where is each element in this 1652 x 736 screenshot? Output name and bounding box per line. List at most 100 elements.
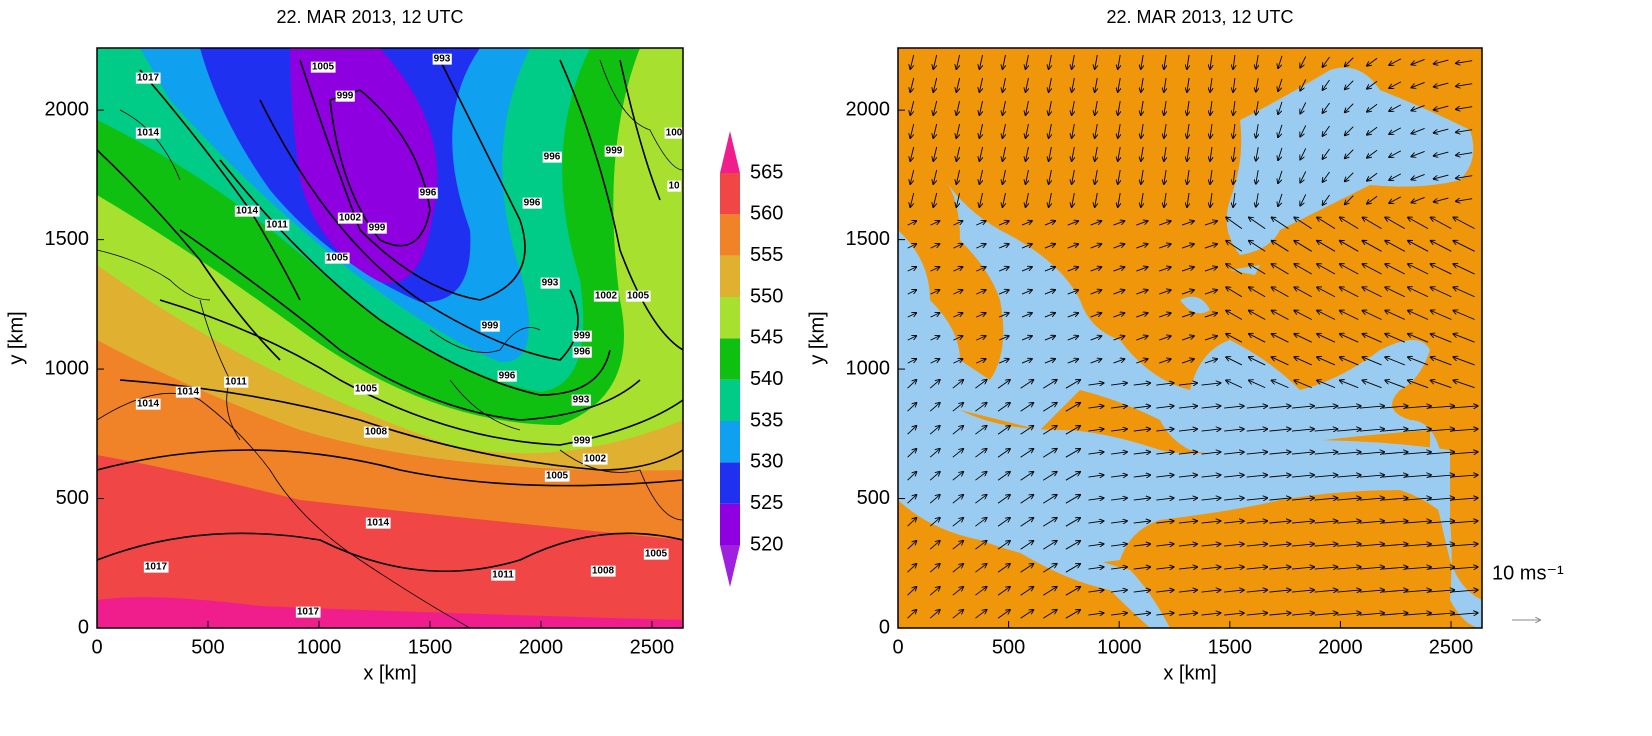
wind-vector (1405, 590, 1431, 592)
contour-label: 1011 (492, 570, 514, 581)
wind-vector (1427, 613, 1455, 615)
wind-vector (1246, 590, 1267, 592)
wind-vector (997, 403, 1010, 412)
wind-vector (1003, 146, 1006, 161)
plot-frame (96, 47, 684, 629)
wind-vector (1291, 475, 1314, 477)
wind-vector (1408, 264, 1429, 275)
wind-vector (1118, 100, 1120, 115)
wind-vector (1246, 544, 1267, 546)
wind-vector (1113, 221, 1124, 226)
wind-vector (1003, 123, 1006, 138)
wind-vector (1072, 123, 1075, 138)
wind-vector (1003, 54, 1006, 69)
coastline (599, 59, 683, 171)
wind-vector (953, 267, 962, 272)
wind-vector (1385, 334, 1405, 343)
wind-vector (1026, 77, 1029, 92)
wind-vector (1159, 244, 1171, 249)
wind-vector (1314, 475, 1338, 477)
colorbar-box (720, 214, 740, 256)
contour-label: 10 (668, 181, 680, 192)
wind-vector (1233, 146, 1235, 161)
wind-vector (998, 290, 1009, 295)
contour-label: 1014 (367, 518, 390, 529)
contour-label-box (265, 219, 290, 231)
wind-vector (1294, 334, 1312, 343)
wind-vector (1453, 287, 1475, 298)
wind-vector (976, 221, 985, 226)
vector-key-label: 10 ms⁻¹ (1492, 562, 1564, 584)
wind-vector (1314, 521, 1338, 523)
wind-vector (1187, 146, 1189, 161)
wind-vector (1111, 498, 1127, 500)
contour-line (329, 89, 431, 247)
wind-vector (975, 380, 986, 389)
wind-vector (1340, 217, 1359, 229)
wind-vector (1345, 80, 1354, 90)
wind-vector (998, 359, 1009, 364)
wind-vector (1385, 264, 1406, 275)
y-axis-label: y [km] (5, 311, 27, 364)
contour-label-box (593, 290, 619, 302)
wind-vector (1278, 78, 1283, 91)
wind-vector (1043, 495, 1057, 504)
contour-label-box (353, 383, 379, 395)
wind-vector (1049, 77, 1052, 92)
wind-vector (1337, 475, 1361, 477)
wind-vector (1026, 169, 1029, 184)
wind-vector (1043, 587, 1057, 596)
wind-vector (1088, 383, 1103, 385)
wind-vector (1256, 193, 1258, 207)
wind-vector (929, 426, 940, 435)
wind-vector (1300, 125, 1307, 136)
wind-vector (1411, 128, 1425, 133)
wind-vector (1431, 311, 1452, 320)
wind-vector (975, 426, 986, 435)
wind-vector (1020, 610, 1034, 619)
contour-label: 993 (434, 54, 451, 65)
wind-vector (1405, 452, 1431, 454)
wind-vector (1340, 380, 1359, 389)
wind-vector (952, 426, 963, 435)
wind-vector (1427, 475, 1455, 477)
wind-vector (1367, 149, 1378, 157)
wind-vector (1453, 380, 1475, 389)
wind-vector (1178, 590, 1197, 592)
wind-vector (1204, 221, 1217, 226)
wind-vector (1256, 78, 1258, 92)
wind-vector (1322, 79, 1330, 90)
wind-vector (1322, 194, 1330, 205)
wind-vector (933, 146, 938, 161)
wind-vector (930, 313, 940, 318)
wind-vector (1431, 357, 1452, 366)
wind-vector (1204, 313, 1217, 318)
wind-vector (1278, 101, 1283, 114)
wind-vector (1450, 475, 1477, 477)
wind-vector (1178, 452, 1197, 454)
wind-vector (1278, 170, 1283, 183)
field-band (290, 48, 438, 284)
wind-vector (1159, 267, 1171, 272)
wind-vector (1362, 264, 1382, 275)
wind-vector (1020, 380, 1034, 389)
wind-vector (1408, 380, 1429, 389)
wind-vector (1049, 146, 1052, 161)
wind-vector (1359, 521, 1384, 523)
wind-vector (1345, 195, 1354, 205)
wind-vector (1340, 334, 1359, 343)
wind-vector (1408, 287, 1429, 298)
wind-vector (1136, 221, 1147, 226)
wind-vector (1269, 498, 1290, 500)
wind-vector (1118, 54, 1120, 69)
wind-vector (929, 495, 940, 504)
wind-vector (1159, 221, 1171, 226)
colorbar-tick-label: 550 (750, 285, 783, 307)
wind-vector (1408, 334, 1429, 343)
wind-vector (1337, 567, 1361, 569)
wind-vector (1269, 521, 1290, 523)
wind-vector (1314, 567, 1338, 569)
wind-vector (1317, 357, 1336, 366)
wind-vector (1224, 544, 1244, 546)
wind-vector (1204, 290, 1217, 295)
